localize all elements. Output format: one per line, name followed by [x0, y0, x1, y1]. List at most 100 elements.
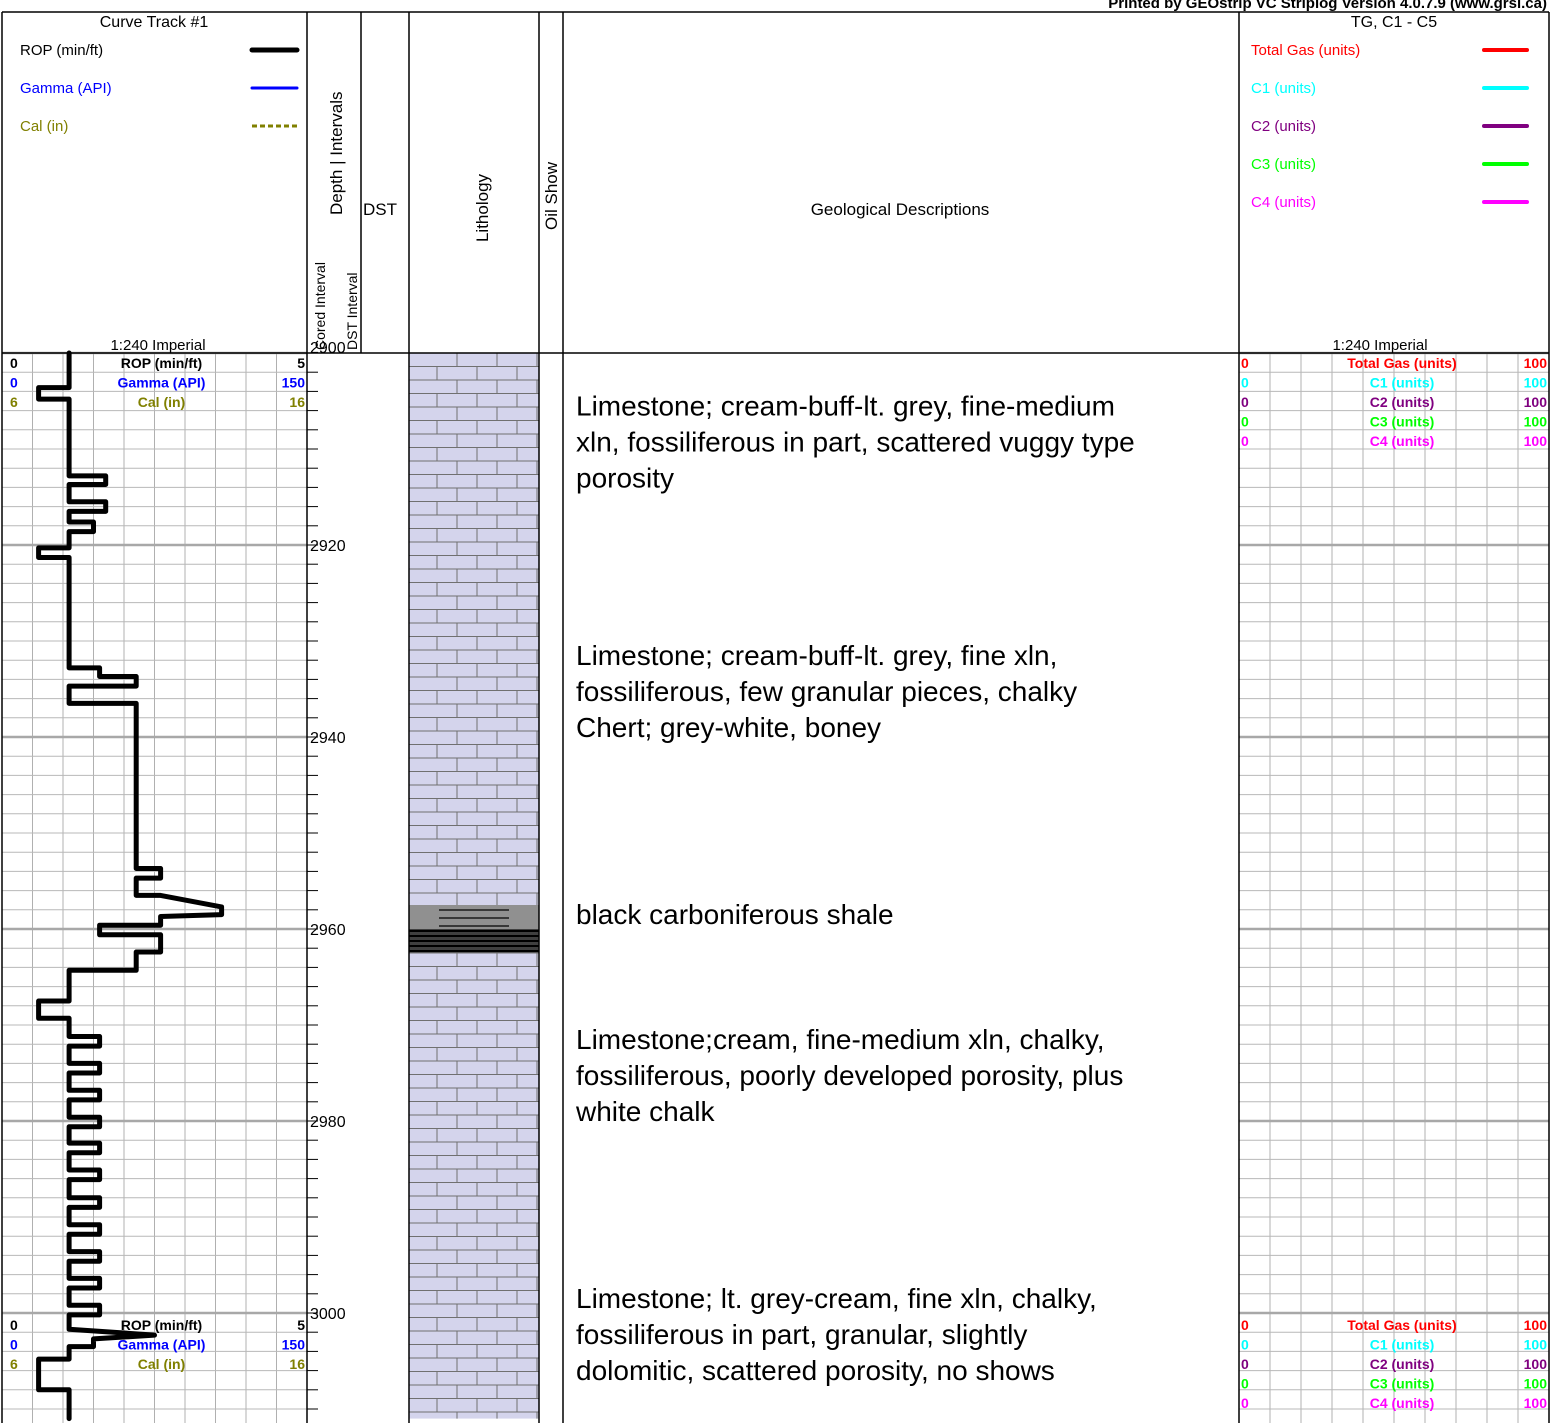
depth-label: 3000: [310, 1306, 346, 1323]
scale-max: 16: [289, 394, 305, 410]
depth-ticks: [307, 352, 318, 1410]
description-line: Limestone; cream-buff-lt. grey, fine xln…: [576, 640, 1057, 671]
lithology-limestone: [409, 953, 539, 1419]
scale-max: 150: [282, 1337, 306, 1353]
description-line: black carboniferous shale: [576, 899, 894, 930]
scale-min: 0: [1241, 1395, 1249, 1411]
depth-label: 2960: [310, 922, 346, 939]
description-line: Limestone;cream, fine-medium xln, chalky…: [576, 1024, 1105, 1055]
scale-min: 0: [1241, 414, 1249, 430]
scale-max: 100: [1524, 433, 1548, 449]
legend-label: C2 (units): [1251, 118, 1316, 135]
legend-label: Gamma (API): [20, 80, 112, 97]
scale-name: ROP (min/ft): [121, 355, 202, 371]
legend-label: ROP (min/ft): [20, 42, 103, 59]
scale-name: C3 (units): [1370, 1376, 1435, 1392]
curve-legend: ROP (min/ft) Gamma (API) Cal (in): [20, 42, 300, 135]
description-line: dolomitic, scattered porosity, no shows: [576, 1355, 1055, 1386]
scale-min: 0: [1241, 394, 1249, 410]
lithology-header: Lithology: [473, 173, 492, 242]
curve-track-grid: [2, 351, 307, 1423]
scale-name: Cal (in): [138, 394, 185, 410]
cored-interval-header: Cored Interval: [312, 262, 328, 350]
gas-track-title: TG, C1 - C5: [1351, 14, 1437, 31]
scale-min: 6: [10, 394, 18, 410]
dst-header: DST: [363, 200, 397, 219]
dst-interval-header: DST Interval: [344, 272, 360, 350]
scale-min: 0: [1241, 433, 1249, 449]
description-line: fossiliferous, poorly developed porosity…: [576, 1060, 1123, 1091]
scale-label-right: 1:240 Imperial: [1332, 337, 1427, 354]
gas-legend: Total Gas (units) C1 (units) C2 (units) C3 …: [1251, 42, 1529, 211]
rop-curve-layer: [36, 350, 225, 1422]
scale-min: 0: [10, 355, 18, 371]
scale-name: C1 (units): [1370, 1337, 1435, 1353]
scale-max: 100: [1524, 394, 1548, 410]
depth-intervals-header: Depth | Intervals: [327, 92, 346, 215]
scale-min: 0: [1241, 1317, 1249, 1333]
scale-name: ROP (min/ft): [121, 1317, 202, 1333]
scale-label-left: 1:240 Imperial: [110, 337, 205, 354]
legend-label: C4 (units): [1251, 194, 1316, 211]
scale-max: 100: [1524, 355, 1548, 371]
depth-label: 2940: [310, 730, 346, 747]
scale-min: 0: [1241, 1376, 1249, 1392]
scale-max: 100: [1524, 1395, 1548, 1411]
scale-name: C4 (units): [1370, 1395, 1435, 1411]
scale-max: 100: [1524, 375, 1548, 391]
description-line: Limestone; lt. grey-cream, fine xln, cha…: [576, 1283, 1097, 1314]
description-line: xln, fossiliferous in part, scattered vu…: [576, 426, 1135, 457]
description-line: fossiliferous, few granular pieces, chal…: [576, 676, 1077, 707]
rop-curve: [36, 350, 225, 1422]
scale-name: Total Gas (units): [1347, 355, 1456, 371]
printed-by-label: Printed by GEOstrip VC Striplog Version …: [1108, 0, 1547, 12]
scale-max: 100: [1524, 1317, 1548, 1333]
track-frame: [1, 11, 1550, 1423]
scale-max: 100: [1524, 1337, 1548, 1353]
description-line: fossiliferous in part, granular, slightl…: [576, 1319, 1027, 1350]
scale-name: Gamma (API): [118, 375, 206, 391]
depth-label: 2920: [310, 538, 346, 555]
scale-max: 5: [297, 1317, 305, 1333]
scale-name: C4 (units): [1370, 433, 1435, 449]
scale-max: 100: [1524, 1356, 1548, 1372]
geological-descriptions-header: Geological Descriptions: [811, 200, 990, 219]
lithology-limestone: [409, 353, 539, 905]
scale-min: 6: [10, 1356, 18, 1372]
oil-show-header: Oil Show: [542, 161, 561, 230]
description-line: Chert; grey-white, boney: [576, 712, 881, 743]
scale-min: 0: [10, 1317, 18, 1333]
scale-min: 0: [1241, 375, 1249, 391]
scale-min: 0: [10, 375, 18, 391]
description-line: porosity: [576, 462, 674, 493]
description-line: white chalk: [575, 1096, 716, 1127]
scale-min: 0: [1241, 1356, 1249, 1372]
scale-max: 150: [282, 375, 306, 391]
scale-name: C2 (units): [1370, 1356, 1435, 1372]
scale-max: 100: [1524, 1376, 1548, 1392]
description-line: Limestone; cream-buff-lt. grey, fine-med…: [576, 390, 1115, 421]
scale-min: 0: [1241, 1337, 1249, 1353]
scale-name: Gamma (API): [118, 1337, 206, 1353]
curve-track-title: Curve Track #1: [100, 14, 209, 31]
depth-label: 2900: [310, 340, 346, 357]
legend-label: C1 (units): [1251, 80, 1316, 97]
scale-name: Cal (in): [138, 1356, 185, 1372]
scale-name: Total Gas (units): [1347, 1317, 1456, 1333]
lithology-column: [409, 352, 539, 1419]
gas-track-grid: [1239, 351, 1549, 1423]
scale-min: 0: [1241, 355, 1249, 371]
scale-min: 0: [10, 1337, 18, 1353]
scale-name: C3 (units): [1370, 414, 1435, 430]
scale-max: 16: [289, 1356, 305, 1372]
legend-label: Cal (in): [20, 118, 68, 135]
scale-max: 5: [297, 355, 305, 371]
scale-name: C2 (units): [1370, 394, 1435, 410]
geological-descriptions: Limestone; cream-buff-lt. grey, fine-med…: [575, 390, 1135, 1386]
legend-label: C3 (units): [1251, 156, 1316, 173]
depth-labels: 2900 2920 2940 2960 2980 3000: [310, 340, 346, 1323]
lithology-shale: [409, 905, 539, 929]
scale-name: C1 (units): [1370, 375, 1435, 391]
curve-scales: 0 ROP (min/ft) 5 0 Gamma (API) 150 6 Cal (in) 16…: [10, 355, 1547, 1411]
